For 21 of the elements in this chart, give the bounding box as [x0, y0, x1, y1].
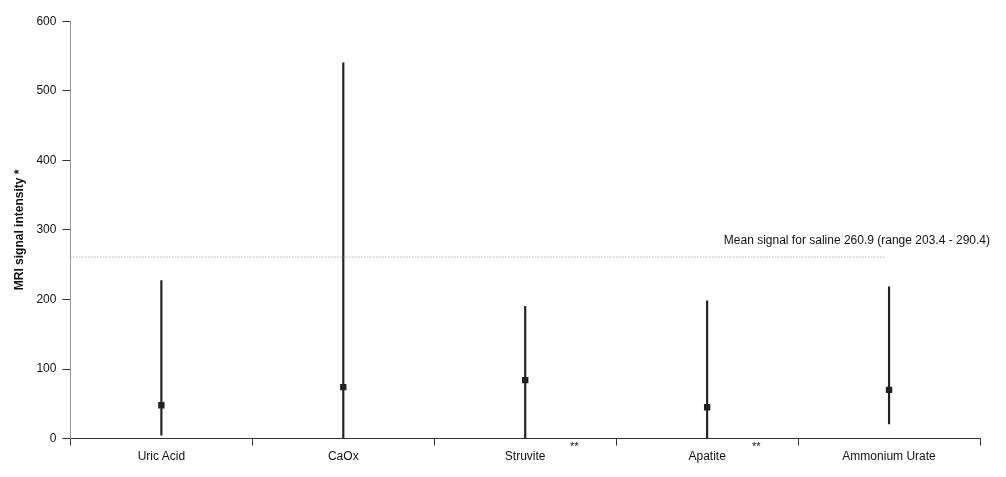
y-tick-label: 600 — [36, 13, 57, 28]
bar — [887, 286, 891, 425]
y-axis-title: MRI signal intensity * — [11, 169, 26, 291]
y-tick-label: 0 — [49, 430, 57, 445]
x-tick-label: Struvite — [504, 449, 546, 464]
bar — [706, 300, 709, 439]
text: ** — [751, 440, 762, 453]
bar — [160, 280, 163, 436]
ref-line-label: Mean signal for saline 260.9 (range 203.4 - 290.4) — [723, 233, 990, 248]
x-tick-label: Ammonium Urate — [842, 449, 937, 464]
text: ** — [570, 440, 580, 453]
y-tick-label: 300 — [36, 222, 57, 237]
y-tick-label: 100 — [36, 361, 57, 376]
x-tick-label: Apatite — [688, 449, 727, 464]
y-tick-label: 400 — [36, 152, 57, 167]
y-tick-label: 200 — [36, 291, 57, 306]
y-tick-label: 500 — [36, 83, 57, 98]
x-tick-label: CaOx — [327, 449, 359, 464]
x-tick-label: Uric Acid — [137, 449, 186, 464]
bar — [524, 306, 527, 439]
bar — [342, 62, 345, 439]
